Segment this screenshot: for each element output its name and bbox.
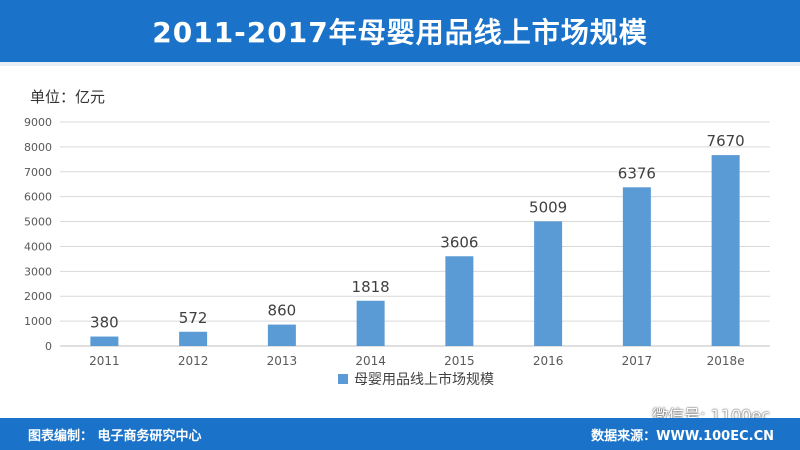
- y-tick-label: 2000: [24, 290, 52, 303]
- y-tick-label: 3000: [24, 265, 52, 278]
- page-title: 2011-2017年母婴用品线上市场规模: [152, 16, 648, 49]
- y-tick-label: 8000: [24, 141, 52, 154]
- bar: [267, 324, 296, 346]
- bar: [711, 155, 740, 346]
- footer-bar: 图表编制： 电子商务研究中心 数据来源：WWW.100EC.CN: [0, 418, 800, 450]
- data-label: 1818: [352, 278, 390, 296]
- bar: [90, 336, 119, 346]
- data-label: 6376: [618, 164, 656, 182]
- x-tick-label: 2018e: [707, 354, 745, 368]
- x-tick-label: 2014: [355, 354, 386, 368]
- bar: [179, 331, 208, 346]
- data-label: 572: [179, 309, 208, 327]
- y-tick-label: 5000: [24, 216, 52, 229]
- x-tick-label: 2016: [533, 354, 564, 368]
- bar: [534, 221, 563, 346]
- legend-swatch: [338, 374, 348, 384]
- data-label: 860: [268, 302, 297, 320]
- x-tick-label: 2012: [178, 354, 209, 368]
- bar: [445, 256, 474, 346]
- legend-label: 母婴用品线上市场规模: [354, 371, 494, 388]
- data-label: 380: [90, 314, 119, 332]
- y-tick-label: 6000: [24, 191, 52, 204]
- y-tick-label: 4000: [24, 240, 52, 253]
- data-label: 7670: [707, 132, 745, 150]
- y-tick-label: 7000: [24, 166, 52, 179]
- bar: [622, 187, 651, 346]
- data-source-credit: 数据来源：WWW.100EC.CN: [591, 429, 774, 444]
- y-tick-label: 1000: [24, 315, 52, 328]
- y-axis-unit-label: 单位：亿元: [30, 88, 106, 106]
- y-tick-label: 0: [45, 340, 52, 353]
- y-tick-label: 9000: [24, 116, 52, 129]
- bar: [356, 300, 385, 346]
- x-tick-label: 2013: [267, 354, 298, 368]
- x-tick-label: 2015: [444, 354, 475, 368]
- x-tick-label: 2011: [89, 354, 120, 368]
- x-tick-label: 2017: [622, 354, 653, 368]
- chart-compiler-credit: 图表编制： 电子商务研究中心: [28, 429, 202, 444]
- data-label: 3606: [440, 233, 478, 251]
- data-label: 5009: [529, 198, 567, 216]
- header-banner: 2011-2017年母婴用品线上市场规模: [0, 0, 800, 66]
